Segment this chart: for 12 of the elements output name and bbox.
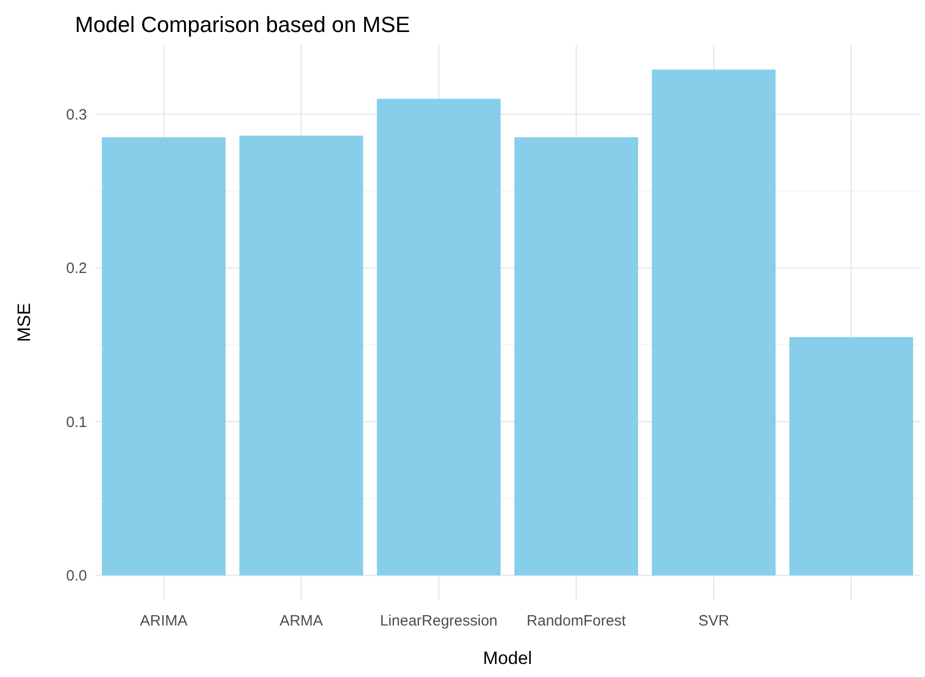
- y-axis-title: MSE: [14, 302, 34, 342]
- chart-title: Model Comparison based on MSE: [75, 12, 410, 37]
- x-axis-title: Model: [482, 648, 532, 668]
- x-tick-label: LinearRegression: [380, 612, 498, 630]
- x-tick-label: SVR: [698, 612, 730, 630]
- y-tick-label: 0.3: [66, 106, 87, 124]
- x-tick-label: ARIMA: [140, 612, 188, 630]
- x-tick-label: ARMA: [280, 612, 323, 630]
- x-tick-label: RandomForest: [526, 612, 627, 630]
- y-tick-label: 0.0: [66, 568, 87, 585]
- y-tick-label: 0.1: [66, 414, 87, 431]
- y-tick-label: 0.2: [66, 260, 87, 278]
